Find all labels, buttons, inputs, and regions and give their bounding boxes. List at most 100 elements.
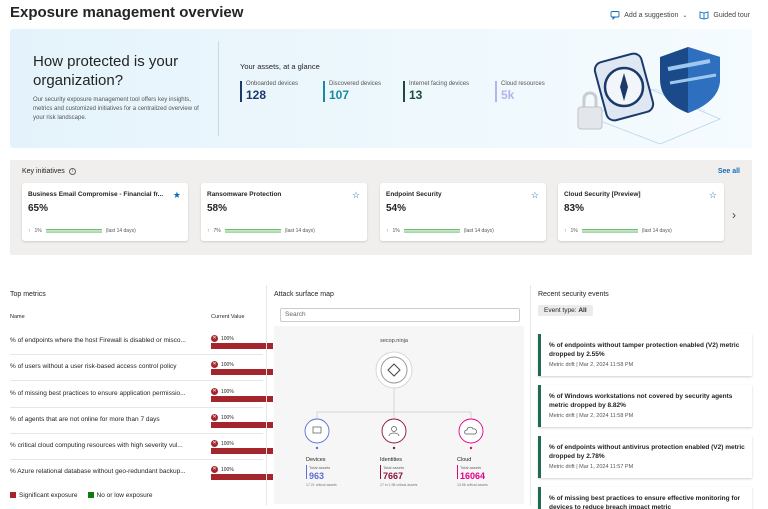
metric-name: % of users without a user risk-based acc… bbox=[10, 363, 177, 370]
legend-swatch bbox=[10, 492, 16, 498]
cloud-value: 16064 bbox=[460, 471, 485, 481]
exposure-bar bbox=[211, 369, 273, 375]
initiative-percent: 83% bbox=[564, 203, 585, 214]
legend-swatch bbox=[87, 492, 94, 498]
metric-value-text: 100% bbox=[221, 335, 234, 342]
key-initiatives: Key initiatives i See all Business Email… bbox=[10, 160, 752, 255]
key-initiatives-title: Key initiatives i bbox=[22, 168, 76, 175]
metric-row[interactable]: % Azure relational database without geo-… bbox=[10, 466, 273, 488]
asset-label: Cloud resources bbox=[501, 81, 545, 87]
event-meta: Metric drift | Mar 2, 2024 11:58 PM bbox=[549, 413, 634, 419]
error-icon: ✕ bbox=[211, 388, 218, 395]
asset-discovered-devices[interactable]: Discovered devices 107 bbox=[323, 81, 381, 102]
cloud-label: Cloud bbox=[457, 457, 471, 463]
asset-internet-facing-devices[interactable]: Internet facing devices 13 bbox=[403, 81, 469, 102]
assets-title: Your assets, at a glance bbox=[240, 62, 320, 71]
metric-row[interactable]: % of endpoints where the host Firewall i… bbox=[10, 335, 273, 357]
metric-row[interactable]: % of agents that are not online for more… bbox=[10, 414, 273, 436]
initiative-card[interactable]: Cloud Security [Preview] ☆ 83% ↑ 1% (las… bbox=[558, 183, 724, 241]
cloud-note: 13.56 critical assets bbox=[457, 483, 488, 487]
event-card[interactable]: % of endpoints without tamper protection… bbox=[538, 334, 752, 376]
star-outline-icon[interactable]: ☆ bbox=[351, 190, 360, 200]
star-outline-icon[interactable]: ☆ bbox=[530, 190, 539, 200]
metric-value: ✕ 100% bbox=[211, 414, 234, 421]
asset-onboarded-devices[interactable]: Onboarded devices 128 bbox=[240, 81, 298, 102]
column-header-name[interactable]: Name bbox=[10, 314, 25, 320]
row-divider bbox=[10, 433, 263, 434]
row-divider bbox=[10, 407, 263, 408]
sparkline bbox=[581, 229, 638, 233]
metric-name: % of missing best practices to ensure ap… bbox=[10, 390, 186, 397]
cloud-node[interactable] bbox=[458, 418, 484, 450]
comment-icon bbox=[610, 11, 620, 20]
legend-label: No or low exposure bbox=[96, 492, 153, 499]
event-title: % of endpoints without antivirus protect… bbox=[549, 444, 745, 460]
identities-note: 17 in 1.98 critical assets bbox=[380, 483, 418, 487]
metric-value: ✕ 100% bbox=[211, 388, 234, 395]
guided-tour-button[interactable]: Guided tour bbox=[699, 10, 750, 20]
root-node[interactable] bbox=[375, 351, 413, 389]
asset-label: Internet facing devices bbox=[409, 81, 470, 87]
identities-value: 7667 bbox=[383, 471, 403, 481]
initiative-trend: ↑ 1% (last 14 days) bbox=[28, 228, 136, 234]
initiative-card[interactable]: Business Email Compromise - Financial fr… bbox=[22, 183, 188, 241]
devices-label: Devices bbox=[306, 457, 326, 463]
event-card[interactable]: % of missing best practices to ensure ef… bbox=[538, 487, 752, 509]
event-type-filter[interactable]: Event type: All bbox=[538, 305, 593, 316]
initiative-card[interactable]: Endpoint Security ☆ 54% ↑ 1% (last 14 da… bbox=[380, 183, 546, 241]
devices-node[interactable] bbox=[304, 418, 330, 450]
metric-name: % Azure relational database without geo-… bbox=[10, 468, 186, 475]
asset-value: 13 bbox=[409, 88, 423, 102]
top-actions: Add a suggestion ⌄ Guided tour bbox=[610, 10, 750, 20]
metric-value-text: 100% bbox=[221, 388, 234, 395]
asset-cloud-resources[interactable]: Cloud resources 5k bbox=[495, 81, 545, 102]
initiative-card[interactable]: Ransomware Protection ☆ 58% ↑ 7% (last 1… bbox=[201, 183, 367, 241]
legend-low: No or low exposure bbox=[87, 492, 153, 499]
identities-node[interactable] bbox=[381, 418, 407, 450]
identities-sub: Total assets bbox=[383, 465, 404, 470]
metric-name: % of endpoints where the host Firewall i… bbox=[10, 337, 186, 344]
panel-divider bbox=[530, 285, 531, 505]
star-outline-icon[interactable]: ☆ bbox=[708, 190, 717, 200]
identities-label: Identities bbox=[380, 457, 402, 463]
star-filled-icon[interactable]: ★ bbox=[172, 190, 181, 200]
compass-icon bbox=[593, 52, 655, 122]
trend-period: (last 14 days) bbox=[463, 228, 494, 234]
initiative-name: Cloud Security [Preview] bbox=[564, 191, 641, 198]
initiative-trend: ↑ 7% (last 14 days) bbox=[207, 228, 315, 234]
initiative-name: Business Email Compromise - Financial fr… bbox=[28, 191, 164, 198]
metric-value: ✕ 100% bbox=[211, 335, 234, 342]
event-card[interactable]: % of Windows workstations not covered by… bbox=[538, 385, 752, 427]
add-suggestion-button[interactable]: Add a suggestion ⌄ bbox=[610, 10, 687, 20]
panel-divider bbox=[266, 285, 267, 505]
error-icon: ✕ bbox=[211, 335, 218, 342]
event-meta: Metric drift | Mar 1, 2024 11:57 PM bbox=[549, 464, 634, 470]
chevron-right-icon[interactable]: › bbox=[732, 208, 736, 222]
event-title: % of Windows workstations not covered by… bbox=[549, 393, 733, 409]
sparkline bbox=[45, 229, 102, 233]
metric-row[interactable]: % critical cloud computing resources wit… bbox=[10, 440, 273, 462]
attack-surface-graph[interactable]: secop.ninja D bbox=[274, 326, 524, 504]
event-meta: Metric drift | Mar 2, 2024 11:58 PM bbox=[549, 362, 634, 368]
event-card[interactable]: % of endpoints without antivirus protect… bbox=[538, 436, 752, 478]
trend-value: 1% bbox=[392, 228, 400, 234]
error-icon: ✕ bbox=[211, 466, 218, 473]
column-header-current-value[interactable]: Current Value bbox=[211, 314, 245, 320]
filter-label: Event type: bbox=[544, 307, 577, 314]
info-icon[interactable]: i bbox=[68, 168, 76, 175]
asset-value: 5k bbox=[501, 88, 515, 102]
security-illustration bbox=[577, 47, 722, 144]
metric-value: ✕ 100% bbox=[211, 361, 234, 368]
arrow-up-icon: ↑ bbox=[207, 228, 210, 234]
metric-row[interactable]: % of missing best practices to ensure ap… bbox=[10, 388, 273, 410]
sparkline bbox=[403, 229, 460, 233]
asset-value: 128 bbox=[246, 88, 267, 102]
initiative-trend: ↑ 1% (last 14 days) bbox=[386, 228, 494, 234]
search-input[interactable]: Search bbox=[280, 308, 520, 322]
initiative-percent: 65% bbox=[28, 203, 49, 214]
cloud-sub: Total assets bbox=[460, 465, 481, 470]
trend-value: 7% bbox=[213, 228, 221, 234]
filter-value: All bbox=[578, 307, 587, 314]
see-all-link[interactable]: See all bbox=[717, 168, 740, 175]
metric-row[interactable]: % of users without a user risk-based acc… bbox=[10, 361, 273, 383]
